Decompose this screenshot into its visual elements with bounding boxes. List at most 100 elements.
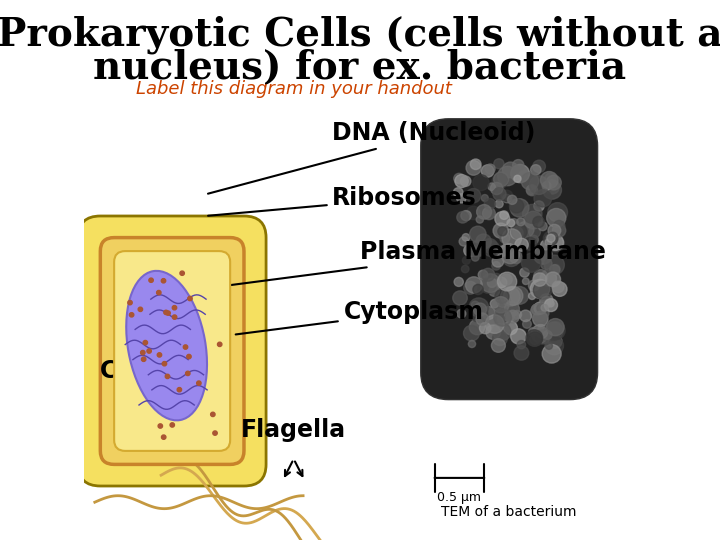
Circle shape xyxy=(492,339,505,352)
Circle shape xyxy=(510,227,523,239)
Circle shape xyxy=(147,349,151,353)
Circle shape xyxy=(143,340,148,345)
Circle shape xyxy=(528,328,537,336)
Circle shape xyxy=(528,280,539,291)
Circle shape xyxy=(495,289,509,303)
Circle shape xyxy=(454,173,464,184)
Circle shape xyxy=(469,226,486,242)
Circle shape xyxy=(158,424,163,428)
Circle shape xyxy=(466,188,481,203)
Circle shape xyxy=(548,202,567,222)
Circle shape xyxy=(531,165,541,175)
Circle shape xyxy=(538,222,547,231)
Circle shape xyxy=(547,234,564,251)
Circle shape xyxy=(514,176,521,183)
Circle shape xyxy=(494,172,508,187)
Circle shape xyxy=(468,242,483,256)
Circle shape xyxy=(540,294,553,307)
Circle shape xyxy=(531,304,543,315)
Circle shape xyxy=(518,221,534,238)
Circle shape xyxy=(510,312,518,320)
Circle shape xyxy=(492,323,511,341)
Circle shape xyxy=(510,329,526,344)
Circle shape xyxy=(128,300,132,305)
Circle shape xyxy=(544,299,557,312)
Circle shape xyxy=(541,258,552,269)
Circle shape xyxy=(544,231,558,246)
Circle shape xyxy=(534,201,544,211)
Circle shape xyxy=(521,172,539,190)
Text: Label this diagram in your handout: Label this diagram in your handout xyxy=(136,80,451,98)
Circle shape xyxy=(517,218,525,226)
Circle shape xyxy=(534,269,548,284)
Circle shape xyxy=(523,205,542,224)
Circle shape xyxy=(456,212,469,223)
Circle shape xyxy=(552,224,566,237)
Circle shape xyxy=(503,287,523,305)
Circle shape xyxy=(487,278,497,287)
Circle shape xyxy=(188,296,192,301)
Circle shape xyxy=(542,345,561,363)
Circle shape xyxy=(459,176,467,185)
Circle shape xyxy=(547,322,565,340)
Circle shape xyxy=(482,307,495,320)
Circle shape xyxy=(501,274,512,285)
Circle shape xyxy=(454,278,464,286)
Circle shape xyxy=(530,279,550,299)
Circle shape xyxy=(498,166,518,186)
Circle shape xyxy=(545,173,556,184)
Circle shape xyxy=(478,270,487,280)
Circle shape xyxy=(483,241,500,256)
Circle shape xyxy=(541,305,548,311)
Circle shape xyxy=(523,278,529,285)
Circle shape xyxy=(498,272,517,291)
Circle shape xyxy=(517,341,526,349)
Circle shape xyxy=(494,309,511,326)
Circle shape xyxy=(515,238,528,251)
Circle shape xyxy=(541,172,558,188)
Circle shape xyxy=(542,181,551,190)
Circle shape xyxy=(545,234,555,244)
Circle shape xyxy=(470,159,481,170)
Circle shape xyxy=(177,388,181,392)
Circle shape xyxy=(490,183,503,194)
Circle shape xyxy=(513,160,524,171)
Circle shape xyxy=(526,330,543,346)
Circle shape xyxy=(213,431,217,435)
Circle shape xyxy=(481,194,488,201)
Circle shape xyxy=(546,234,555,242)
Circle shape xyxy=(480,322,491,334)
Text: nucleus) for ex. bacteria: nucleus) for ex. bacteria xyxy=(94,49,626,86)
Circle shape xyxy=(164,310,168,314)
Circle shape xyxy=(533,217,544,227)
Circle shape xyxy=(492,331,508,346)
Circle shape xyxy=(495,212,510,226)
Circle shape xyxy=(547,235,564,252)
Circle shape xyxy=(462,234,470,241)
Circle shape xyxy=(546,208,566,227)
Circle shape xyxy=(505,302,519,316)
FancyBboxPatch shape xyxy=(420,119,598,400)
Circle shape xyxy=(533,160,546,173)
Circle shape xyxy=(536,330,550,344)
Circle shape xyxy=(464,281,477,294)
Circle shape xyxy=(473,175,489,191)
Circle shape xyxy=(547,300,554,307)
Circle shape xyxy=(520,310,531,321)
Text: Plasma Membrane: Plasma Membrane xyxy=(225,240,606,286)
Circle shape xyxy=(500,244,516,258)
Circle shape xyxy=(466,277,482,293)
Circle shape xyxy=(469,298,489,317)
Circle shape xyxy=(553,264,560,271)
Circle shape xyxy=(197,381,201,386)
Text: TEM of a bacterium: TEM of a bacterium xyxy=(441,505,577,519)
Circle shape xyxy=(211,412,215,416)
Circle shape xyxy=(524,211,542,229)
Circle shape xyxy=(497,246,507,256)
Circle shape xyxy=(506,310,519,323)
Text: 0.5 μm: 0.5 μm xyxy=(438,491,482,504)
Circle shape xyxy=(503,249,521,266)
FancyBboxPatch shape xyxy=(100,238,244,464)
Circle shape xyxy=(500,211,508,219)
Circle shape xyxy=(498,315,505,322)
